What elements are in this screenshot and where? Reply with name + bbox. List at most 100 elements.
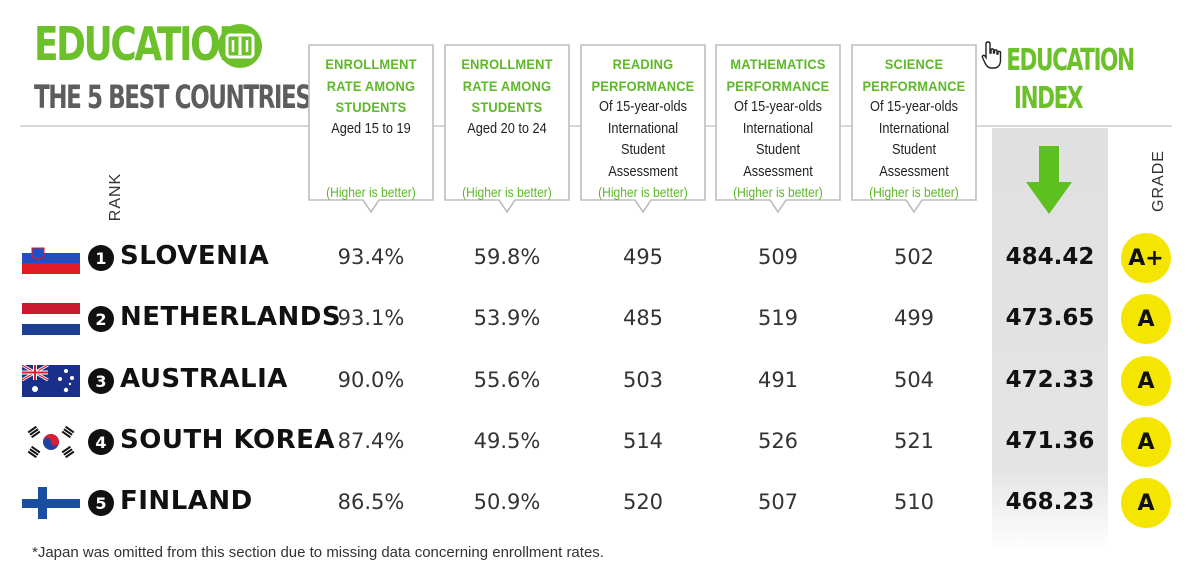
table-cell: 49.5% <box>473 429 541 453</box>
column-heading-line: STUDENTS <box>335 99 407 115</box>
grade-axis-label: GRADE <box>1149 150 1167 212</box>
table-row: 3 AUSTRALIA 90.0% 55.6% 503 491 504 472.33 A <box>0 350 1200 410</box>
column-heading-line: READING <box>612 56 674 72</box>
column-header-frame <box>308 44 434 214</box>
column-note: (Higher is better) <box>462 184 552 200</box>
table-row: 4 SOUTH KOREA 87.4% 49.5% 514 526 521 471.36 A <box>0 411 1200 471</box>
column-subheading-line: Of 15-year-olds <box>870 99 958 115</box>
rank-number: 2 <box>88 306 114 332</box>
table-cell: 50.9% <box>473 490 541 514</box>
column-header: ENROLLMENT RATE AMONG STUDENTS Aged 15 to 1… <box>308 44 434 214</box>
table-cell: 503 <box>622 368 664 392</box>
table-cell: 514 <box>622 429 664 453</box>
column-subheading-line: Student <box>621 142 665 158</box>
table-cell: 86.5% <box>337 490 405 514</box>
table-cell: 510 <box>893 490 935 514</box>
education-index-value: 484.42 <box>1005 244 1095 270</box>
column-heading-line: MATHEMATICS <box>730 56 826 72</box>
column-header-text: ENROLLMENT RATE AMONG STUDENTS Aged 20 to 2… <box>448 54 566 140</box>
country-name: SLOVENIA <box>120 241 270 271</box>
column-subheading-line: Of 15-year-olds <box>599 99 687 115</box>
south-korea-flag <box>22 425 80 459</box>
slovenia-flag <box>22 242 80 274</box>
column-subheading-line: International <box>878 120 950 137</box>
footnote: *Japan was omitted from this section due… <box>32 544 604 561</box>
grade-badge: A <box>1121 294 1171 344</box>
column-heading-line: ENROLLMENT <box>325 56 417 72</box>
column-header-text: SCIENCE PERFORMANCE Of 15-year-olds Interna… <box>855 54 973 183</box>
column-note: (Higher is better) <box>733 184 823 200</box>
table-cell: 520 <box>622 490 664 514</box>
grade-badge: A <box>1121 478 1171 528</box>
table-cell: 87.4% <box>337 429 405 453</box>
country-name: NETHERLANDS <box>120 302 342 332</box>
column-note: (Higher is better) <box>598 184 688 200</box>
column-heading-line: ENROLLMENT <box>461 56 553 72</box>
country-name: SOUTH KOREA <box>120 425 335 455</box>
education-index-value: 468.23 <box>1005 489 1095 515</box>
column-heading-line: PERFORMANCE <box>862 77 966 94</box>
table-cell: 59.8% <box>473 245 541 269</box>
column-header: MATHEMATICS PERFORMANCE Of 15-year-olds Int… <box>715 44 841 214</box>
column-subheading-line: Assessment <box>879 163 949 180</box>
column-heading-line: RATE AMONG <box>462 77 552 94</box>
index-title-line2: INDEX <box>1013 81 1084 116</box>
table-cell: 93.1% <box>337 306 405 330</box>
country-name: AUSTRALIA <box>120 364 288 394</box>
column-subheading-line: Student <box>892 142 936 158</box>
table-cell: 509 <box>757 245 799 269</box>
column-header-text: READING PERFORMANCE Of 15-year-olds Interna… <box>584 54 702 183</box>
column-heading-line: SCIENCE <box>884 56 944 72</box>
page-title: EDUCATION <box>34 17 248 71</box>
rank-axis-label: RANK <box>107 172 125 222</box>
table-row: 5 FINLAND 86.5% 50.9% 520 507 510 468.23 A <box>0 472 1200 532</box>
rank-number: 3 <box>88 368 114 394</box>
rank-number: 1 <box>88 245 114 271</box>
table-cell: 519 <box>757 306 799 330</box>
education-index-value: 473.65 <box>1005 305 1095 331</box>
table-cell: 499 <box>893 306 935 330</box>
australia-flag <box>21 363 80 397</box>
column-header-frame <box>444 44 570 214</box>
index-title-line1: EDUCATION <box>1006 43 1135 78</box>
column-header-text: MATHEMATICS PERFORMANCE Of 15-year-olds Int… <box>719 54 837 183</box>
table-cell: 502 <box>893 245 935 269</box>
table-cell: 521 <box>893 429 935 453</box>
column-header: SCIENCE PERFORMANCE Of 15-year-olds Interna… <box>851 44 977 214</box>
hand-pointer-icon <box>981 41 1002 69</box>
column-header-frame <box>715 44 841 214</box>
column-subheading-line: International <box>742 120 814 137</box>
column-heading-line: STUDENTS <box>471 99 543 115</box>
column-header-frame <box>851 44 977 214</box>
table-row: 2 NETHERLANDS 93.1% 53.9% 485 519 499 473.65 A <box>0 288 1200 348</box>
table-cell: 491 <box>757 368 799 392</box>
table-cell: 526 <box>757 429 799 453</box>
table-cell: 507 <box>757 490 799 514</box>
table-cell: 90.0% <box>337 368 405 392</box>
table-cell: 504 <box>893 368 935 392</box>
column-note: (Higher is better) <box>869 184 959 200</box>
column-note: (Higher is better) <box>326 184 416 200</box>
column-header: ENROLLMENT RATE AMONG STUDENTS Aged 20 to 2… <box>444 44 570 214</box>
rank-number: 5 <box>88 490 114 516</box>
table-cell: 485 <box>622 306 664 330</box>
table-cell: 93.4% <box>337 245 405 269</box>
country-name: FINLAND <box>120 486 253 516</box>
finland-flag <box>22 487 80 519</box>
column-heading-line: PERFORMANCE <box>591 77 695 94</box>
netherlands-flag <box>22 303 80 335</box>
education-index-value: 472.33 <box>1005 367 1095 393</box>
down-arrow-icon <box>1026 146 1072 214</box>
rank-number: 4 <box>88 429 114 455</box>
column-subheading-line: Assessment <box>608 163 678 180</box>
column-subheading-line: Assessment <box>743 163 813 180</box>
column-heading-line: PERFORMANCE <box>726 77 830 94</box>
grade-badge: A <box>1121 417 1171 467</box>
page-subtitle: THE 5 BEST COUNTRIES* <box>34 78 323 116</box>
column-header-frame <box>580 44 706 214</box>
book-icon <box>218 24 262 68</box>
column-subheading-line: Aged 15 to 19 <box>331 120 411 137</box>
column-subheading-line: International <box>607 120 679 137</box>
index-title: EDUCATION INDEX <box>1006 42 1135 118</box>
grade-badge: A <box>1121 356 1171 406</box>
